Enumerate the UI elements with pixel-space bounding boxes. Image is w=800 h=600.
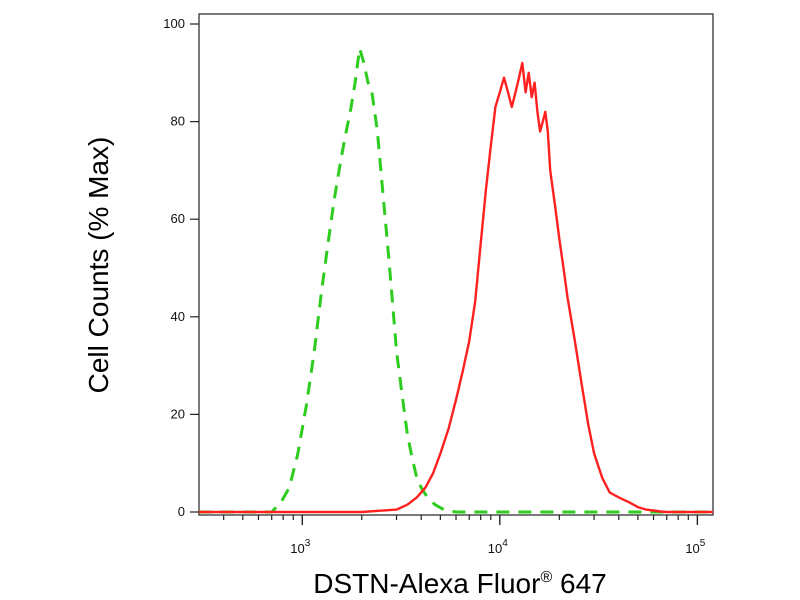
x-tick-label: 105 (685, 538, 705, 556)
y-tick-label: 80 (171, 114, 185, 129)
y-tick-label: 40 (171, 309, 185, 324)
sample-series-line (199, 61, 713, 514)
x-tick-base: 10 (685, 541, 699, 556)
y-tick-label: 0 (178, 504, 185, 519)
x-tick-exponent: 5 (700, 538, 706, 549)
y-axis: 0 20 40 60 80 100 (163, 16, 199, 519)
x-tick-exponent: 4 (502, 538, 508, 549)
control-series-line (199, 46, 713, 514)
x-axis-title-main: DSTN-Alexa Fluor (313, 568, 540, 599)
x-tick-label: 103 (290, 538, 310, 556)
x-tick-exponent: 3 (305, 538, 311, 549)
x-axis: 103 104 105 (223, 515, 706, 556)
x-tick-base: 10 (290, 541, 304, 556)
x-tick-base: 10 (488, 541, 502, 556)
x-axis-title-suffix: 647 (552, 568, 607, 599)
y-tick-label: 60 (171, 211, 185, 226)
series-layer (199, 46, 713, 514)
y-axis-title: Cell Counts (% Max) (83, 137, 114, 394)
x-tick-label: 104 (488, 538, 508, 556)
plot-frame (198, 13, 714, 516)
y-tick-label: 100 (163, 16, 185, 31)
y-tick-label: 20 (171, 406, 185, 421)
registered-mark: ® (540, 569, 552, 586)
x-axis-title: DSTN-Alexa Fluor® 647 (313, 568, 606, 599)
